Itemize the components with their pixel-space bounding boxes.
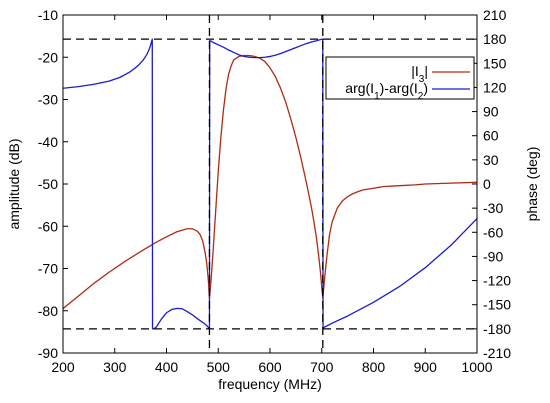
y-ticks-right: -210 -180 -150 -120 -90 -60 -30 0 30 60 90 120 150 18… — [472, 7, 511, 361]
x-tick-label: 700 — [310, 359, 334, 375]
y-tick-label: -80 — [38, 303, 58, 319]
y2-axis-title: phase (deg) — [524, 147, 540, 222]
y-tick-label: -90 — [38, 345, 58, 361]
y2-tick-label: -210 — [483, 345, 511, 361]
legend-box — [325, 56, 475, 100]
y2-tick-label: 210 — [483, 7, 507, 23]
y-tick-label: -60 — [38, 218, 58, 234]
legend-amp-post: | — [424, 63, 428, 79]
x-tick-label: 200 — [51, 359, 75, 375]
x-tick-label: 600 — [258, 359, 282, 375]
y2-tick-label: 180 — [483, 31, 507, 47]
reference-lines — [63, 15, 477, 353]
y2-tick-label: 30 — [483, 152, 499, 168]
y-tick-label: -70 — [38, 261, 58, 277]
y2-tick-label: -60 — [483, 224, 503, 240]
legend-phase-p1: arg(I — [345, 80, 374, 96]
y2-tick-label: 120 — [483, 79, 507, 95]
legend: |I3| arg(I1)-arg(I2) — [325, 56, 475, 102]
y2-tick-label: -180 — [483, 321, 511, 337]
y2-tick-label: -30 — [483, 200, 503, 216]
y2-tick-label: 60 — [483, 128, 499, 144]
legend-amp-pre: |I — [411, 63, 419, 79]
y2-tick-label: -90 — [483, 248, 503, 264]
series-line-amplitude — [63, 54, 477, 310]
y2-tick-label: 90 — [483, 104, 499, 120]
y-axis-title: amplitude (dB) — [6, 138, 22, 229]
series-line-phase — [63, 38, 477, 330]
legend-phase-p2: )-arg(I — [380, 80, 418, 96]
legend-phase-s1: 1 — [374, 91, 380, 102]
y-tick-label: -10 — [38, 7, 58, 23]
x-tick-label: 300 — [103, 359, 127, 375]
y-tick-label: -20 — [38, 49, 58, 65]
y2-tick-label: 0 — [483, 176, 491, 192]
x-tick-label: 900 — [414, 359, 438, 375]
y2-tick-label: -150 — [483, 297, 511, 313]
legend-label-phase: arg(I1)-arg(I2) — [345, 80, 428, 102]
x-axis-title: frequency (MHz) — [218, 376, 321, 392]
y2-tick-label: -120 — [483, 273, 511, 289]
legend-label-amplitude: |I3| — [411, 63, 428, 85]
y-tick-label: -30 — [38, 92, 58, 108]
x-tick-label: 800 — [362, 359, 386, 375]
y-ticks-left: -90 -80 -70 -60 -50 -40 -30 -20 -10 — [38, 7, 68, 361]
y2-tick-label: 150 — [483, 55, 507, 71]
legend-phase-p3: ) — [423, 80, 428, 96]
y-tick-label: -40 — [38, 134, 58, 150]
x-ticks: 200 300 400 500 600 700 800 900 1000 — [51, 15, 493, 375]
legend-amp-sub: 3 — [419, 74, 425, 85]
y-tick-label: -50 — [38, 176, 58, 192]
curves-layer — [63, 38, 477, 330]
legend-phase-s2: 2 — [418, 91, 424, 102]
x-tick-label: 500 — [207, 359, 231, 375]
x-tick-label: 400 — [155, 359, 179, 375]
x-tick-label: 1000 — [461, 359, 492, 375]
